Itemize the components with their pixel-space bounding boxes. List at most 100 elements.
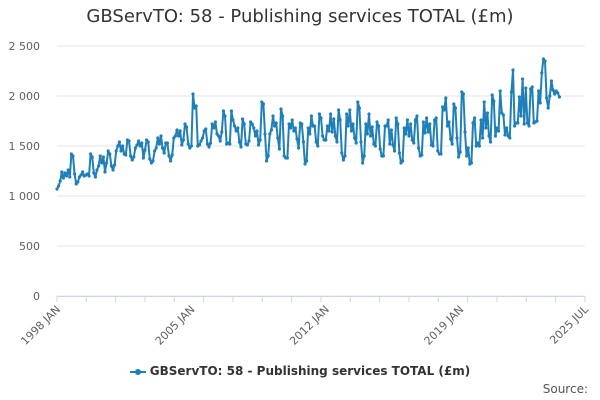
data-point[interactable] (97, 164, 101, 168)
data-point[interactable] (255, 129, 259, 133)
data-point[interactable] (79, 173, 83, 177)
data-point[interactable] (341, 158, 345, 162)
data-point[interactable] (185, 125, 189, 129)
data-point[interactable] (109, 164, 113, 168)
data-point[interactable] (116, 144, 120, 148)
data-point[interactable] (111, 168, 115, 172)
data-point[interactable] (409, 122, 413, 126)
data-point[interactable] (314, 140, 318, 144)
data-point[interactable] (521, 77, 525, 81)
data-point[interactable] (92, 171, 96, 175)
data-point[interactable] (436, 149, 440, 153)
data-point[interactable] (253, 134, 257, 138)
data-point[interactable] (489, 140, 493, 144)
data-point[interactable] (537, 89, 541, 93)
data-point[interactable] (194, 104, 198, 108)
data-point[interactable] (234, 129, 238, 133)
data-point[interactable] (535, 119, 539, 123)
data-point[interactable] (465, 154, 469, 158)
data-point[interactable] (81, 170, 85, 174)
data-point[interactable] (508, 136, 512, 140)
data-point[interactable] (346, 124, 350, 128)
data-point[interactable] (63, 171, 67, 175)
data-point[interactable] (373, 144, 377, 148)
data-point[interactable] (359, 140, 363, 144)
data-point[interactable] (281, 114, 285, 118)
data-point[interactable] (199, 139, 203, 143)
data-point[interactable] (117, 140, 121, 144)
data-point[interactable] (204, 127, 208, 131)
data-point[interactable] (119, 149, 123, 153)
data-point[interactable] (516, 121, 520, 125)
data-point[interactable] (268, 132, 272, 136)
data-point[interactable] (242, 122, 246, 126)
data-point[interactable] (473, 116, 477, 120)
data-point[interactable] (386, 118, 390, 122)
data-point[interactable] (209, 141, 213, 145)
data-point[interactable] (513, 124, 517, 128)
data-point[interactable] (370, 125, 374, 129)
data-point[interactable] (90, 155, 94, 159)
data-point[interactable] (61, 176, 65, 180)
data-point[interactable] (89, 152, 93, 156)
data-point[interactable] (127, 139, 131, 143)
data-point[interactable] (108, 152, 112, 156)
data-point[interactable] (210, 122, 214, 126)
data-point[interactable] (487, 134, 491, 138)
data-point[interactable] (412, 141, 416, 145)
data-point[interactable] (257, 143, 261, 147)
data-point[interactable] (279, 107, 283, 111)
data-point[interactable] (463, 130, 467, 134)
data-point[interactable] (375, 120, 379, 124)
data-point[interactable] (207, 145, 211, 149)
data-point[interactable] (309, 114, 313, 118)
data-point[interactable] (223, 114, 227, 118)
data-point[interactable] (71, 154, 75, 158)
data-point[interactable] (445, 124, 449, 128)
data-point[interactable] (212, 126, 216, 130)
data-point[interactable] (503, 133, 507, 137)
data-point[interactable] (133, 146, 137, 150)
data-point[interactable] (410, 138, 414, 142)
data-point[interactable] (300, 122, 304, 126)
data-point[interactable] (293, 126, 297, 130)
data-point[interactable] (297, 146, 301, 150)
data-point[interactable] (306, 126, 310, 130)
data-point[interactable] (545, 96, 549, 100)
data-point[interactable] (231, 118, 235, 122)
data-point[interactable] (417, 146, 421, 150)
data-point[interactable] (497, 129, 501, 133)
data-point[interactable] (130, 158, 134, 162)
data-point[interactable] (162, 151, 166, 155)
data-point[interactable] (457, 155, 461, 159)
data-point[interactable] (549, 79, 554, 83)
data-point[interactable] (73, 172, 77, 176)
data-point[interactable] (404, 132, 408, 136)
data-point[interactable] (357, 106, 361, 110)
data-point[interactable] (479, 118, 483, 122)
data-point[interactable] (197, 143, 201, 147)
data-point[interactable] (466, 146, 470, 150)
data-point[interactable] (421, 120, 425, 124)
data-point[interactable] (154, 146, 158, 150)
data-point[interactable] (93, 175, 97, 179)
data-point[interactable] (343, 154, 347, 158)
data-point[interactable] (425, 116, 429, 120)
data-point[interactable] (420, 153, 424, 157)
data-point[interactable] (476, 141, 480, 145)
data-point[interactable] (316, 144, 320, 148)
data-point[interactable] (58, 179, 62, 183)
data-point[interactable] (393, 149, 397, 153)
source-label[interactable]: Source: (542, 382, 588, 396)
data-point[interactable] (292, 129, 296, 133)
data-point[interactable] (165, 141, 169, 145)
data-point[interactable] (245, 143, 249, 147)
data-point[interactable] (450, 142, 454, 146)
data-point[interactable] (252, 126, 256, 130)
data-point[interactable] (519, 114, 523, 118)
data-point[interactable] (228, 142, 232, 146)
data-point[interactable] (351, 122, 355, 126)
data-point[interactable] (276, 136, 280, 140)
data-point[interactable] (221, 109, 225, 113)
data-point[interactable] (233, 124, 237, 128)
